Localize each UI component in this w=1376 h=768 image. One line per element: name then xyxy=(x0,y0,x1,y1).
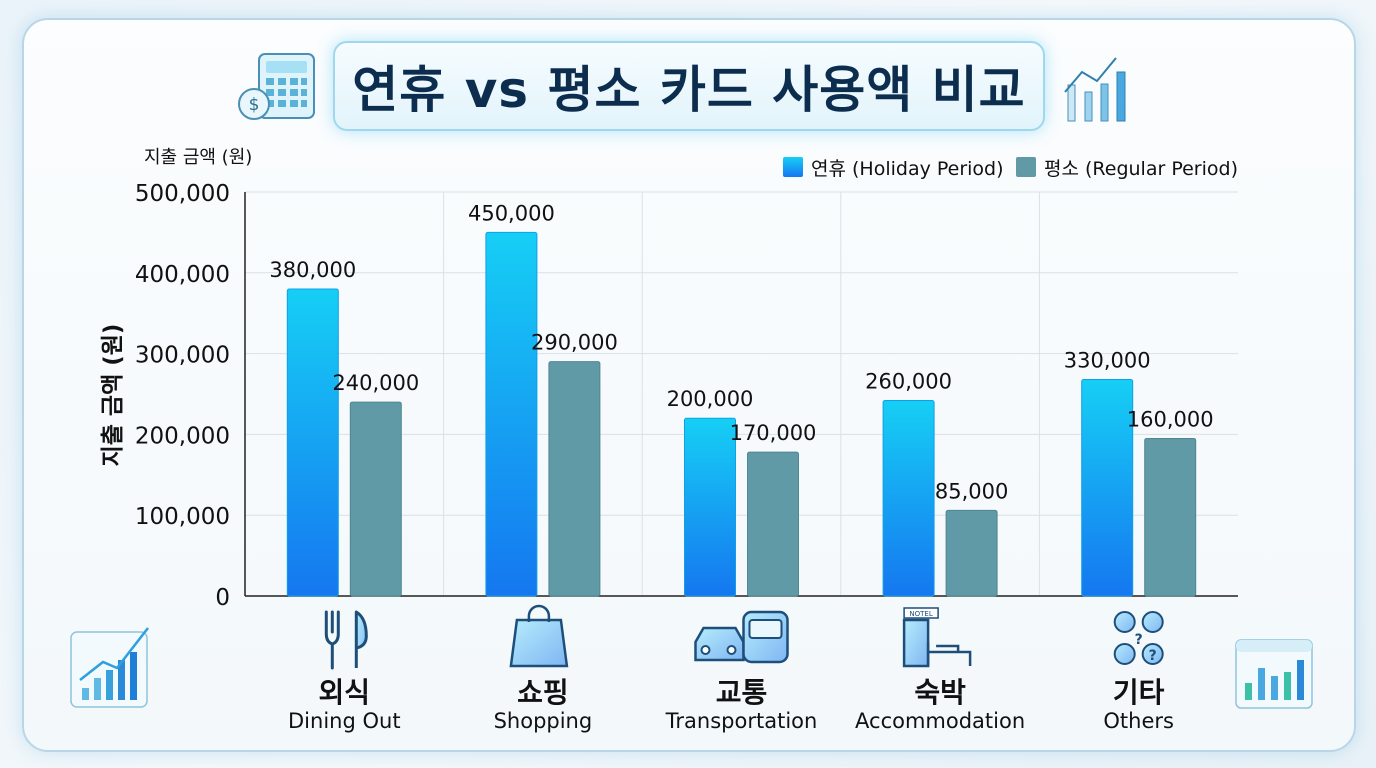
knife-icon xyxy=(354,610,368,668)
category-label-en: Shopping xyxy=(494,709,593,733)
question-mark-icon: ? xyxy=(1135,632,1143,648)
bed-icon xyxy=(926,642,972,666)
bar-holiday xyxy=(882,399,935,597)
data-label-holiday: 450,000 xyxy=(468,201,555,225)
bus-window-icon xyxy=(748,619,783,639)
y-tick-label: 500,000 xyxy=(135,181,230,207)
category-label-en: Accommodation xyxy=(855,709,1025,733)
question-mark-icon: ? xyxy=(1149,648,1157,664)
bar-regular xyxy=(945,509,998,597)
car-headlight-icon xyxy=(700,645,711,655)
bar-regular xyxy=(349,401,402,597)
bar-holiday xyxy=(684,417,736,597)
bag-handle-icon xyxy=(527,604,551,622)
car-icon xyxy=(694,626,745,662)
trend-chart-icon xyxy=(70,627,149,708)
bar-regular xyxy=(548,361,601,597)
shopping-bag-icon xyxy=(509,618,569,668)
y-axis-label: 지출 금액 (원) xyxy=(100,324,126,467)
data-label-regular: 85,000 xyxy=(935,479,1008,503)
category-label-ko: 교통 xyxy=(716,676,768,709)
y-tick-label: 100,000 xyxy=(135,504,230,530)
category-label-en: Transportation xyxy=(665,709,818,733)
y-tick-label: 300,000 xyxy=(135,343,230,369)
legend-swatch-holiday xyxy=(783,157,803,177)
bar-regular xyxy=(747,451,799,597)
bar-holiday xyxy=(485,231,538,597)
legend-swatch-regular xyxy=(1016,157,1036,177)
data-label-regular: 160,000 xyxy=(1127,407,1214,431)
data-label-regular: 240,000 xyxy=(332,371,419,395)
data-label-holiday: 200,000 xyxy=(667,387,754,411)
data-label-holiday: 380,000 xyxy=(269,258,356,282)
category-label-ko: 쇼핑 xyxy=(517,676,569,709)
misc-icon xyxy=(1141,643,1164,665)
misc-icon xyxy=(1141,611,1164,633)
y-tick-label: 400,000 xyxy=(135,262,230,288)
data-label-holiday: 330,000 xyxy=(1064,348,1151,372)
y-tick-label: 200,000 xyxy=(135,423,230,449)
y-axis-unit-label: 지출 금액 (원) xyxy=(144,147,252,168)
data-label-regular: 290,000 xyxy=(531,331,618,355)
hotel-sign-icon xyxy=(903,607,939,619)
chart-title: 연휴 vs 평소 카드 사용액 비교 xyxy=(352,61,1026,119)
category-label-ko: 외식 xyxy=(319,676,371,709)
data-label-holiday: 260,000 xyxy=(865,369,952,393)
growth-chart-icon xyxy=(1064,57,1126,122)
car-headlight-icon xyxy=(726,645,737,655)
category-label-ko: 기타 xyxy=(1113,676,1165,709)
title-banner: 연휴 vs 평소 카드 사용액 비교 xyxy=(333,41,1045,131)
category-label-en: Dining Out xyxy=(288,709,401,733)
misc-icon xyxy=(1113,643,1136,665)
data-label-regular: 170,000 xyxy=(730,421,817,445)
category-label-en: Others xyxy=(1103,709,1174,733)
hotel-sign-text: NOTEL xyxy=(909,610,932,618)
bar-regular xyxy=(1144,437,1197,597)
calculator-icon: $ xyxy=(238,53,315,120)
bar-holiday xyxy=(1081,378,1134,597)
fork-icon xyxy=(324,610,340,670)
misc-icon xyxy=(1113,611,1136,633)
legend-label-holiday: 연휴 (Holiday Period) xyxy=(811,158,1004,180)
dashboard-icon xyxy=(1235,639,1313,709)
category-label-ko: 숙박 xyxy=(914,676,966,709)
y-tick-label: 0 xyxy=(215,585,230,611)
legend-label-regular: 평소 (Regular Period) xyxy=(1044,158,1238,180)
bar-holiday xyxy=(286,288,339,597)
hotel-building-icon xyxy=(902,618,930,668)
svg-text:$: $ xyxy=(249,95,260,115)
